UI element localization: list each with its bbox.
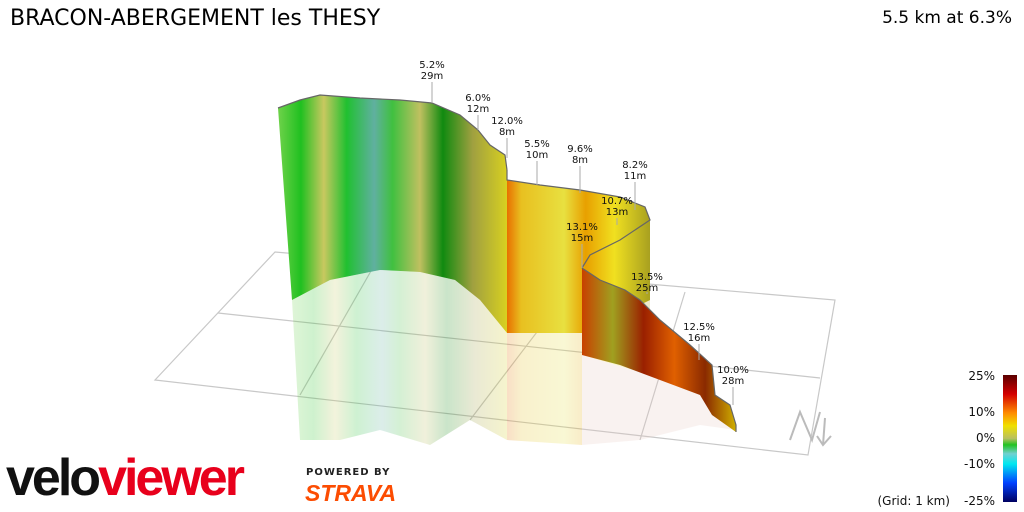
gradient-legend: 25% 10% 0% -10% -25% (Grid: 1 km) [878, 369, 1017, 508]
annotation-gain: 29m [421, 71, 443, 82]
annotation-gain: 8m [572, 155, 588, 166]
annotation-grade: 10.7% [601, 196, 633, 207]
annotation-gain: 13m [606, 207, 628, 218]
climb-annotation: 10.0%28m [717, 365, 749, 405]
legend-tick-10: 10% [968, 405, 995, 419]
segment-title: BRACON-ABERGEMENT les THESY [10, 6, 381, 31]
climb-annotation: 8.2%11m [622, 160, 648, 210]
annotation-gain: 16m [688, 333, 710, 344]
annotation-gain: 11m [624, 171, 646, 182]
climb-annotation: 9.6%8m [567, 144, 593, 193]
annotation-grade: 9.6% [567, 144, 592, 155]
profile-reflection [292, 270, 736, 445]
north-arrow [789, 409, 832, 447]
annotation-gain: 12m [467, 104, 489, 115]
annotation-grade: 13.1% [566, 222, 598, 233]
legend-tick-25: 25% [968, 369, 995, 383]
climb-annotation: 6.0%12m [465, 93, 491, 130]
annotation-grade: 12.0% [491, 116, 523, 127]
veloviewer-logo[interactable]: veloviewer [6, 449, 245, 507]
climb-annotation: 13.5%25m [631, 272, 663, 294]
annotation-gain: 28m [722, 376, 744, 387]
annotation-gain: 10m [526, 150, 548, 161]
annotation-grade: 8.2% [622, 160, 647, 171]
climb-annotation: 5.2%29m [419, 60, 445, 103]
climb-annotation: 5.5%10m [524, 139, 550, 185]
powered-by-label: POWERED BY [306, 467, 391, 478]
legend-tick-minus-10: -10% [964, 457, 995, 471]
segment-summary: 5.5 km at 6.3% [882, 8, 1012, 28]
climb-annotation: 13.1%15m [566, 222, 598, 268]
legend-tick-0: 0% [976, 431, 995, 445]
annotation-grade: 13.5% [631, 272, 663, 283]
strava-logo[interactable]: STRAVA [305, 480, 397, 506]
legend-tick-minus-25: -25% [964, 494, 995, 508]
annotation-gain: 15m [571, 233, 593, 244]
annotation-grade: 5.2% [419, 60, 444, 71]
climb-annotation: 12.0%8m [491, 116, 523, 158]
annotation-grade: 6.0% [465, 93, 490, 104]
annotation-grade: 10.0% [717, 365, 749, 376]
annotation-grade: 5.5% [524, 139, 549, 150]
ribbon-segment-4 [582, 268, 736, 432]
grid-note: (Grid: 1 km) [878, 494, 951, 508]
profile-ribbon [277, 94, 737, 432]
climb-annotation: 12.5%16m [683, 322, 715, 360]
annotation-gain: 25m [636, 283, 658, 294]
annotation-gain: 8m [499, 127, 515, 138]
climb-annotation: 10.7%13m [601, 196, 633, 225]
annotation-grade: 12.5% [683, 322, 715, 333]
ribbon-segment-1 [278, 95, 507, 333]
